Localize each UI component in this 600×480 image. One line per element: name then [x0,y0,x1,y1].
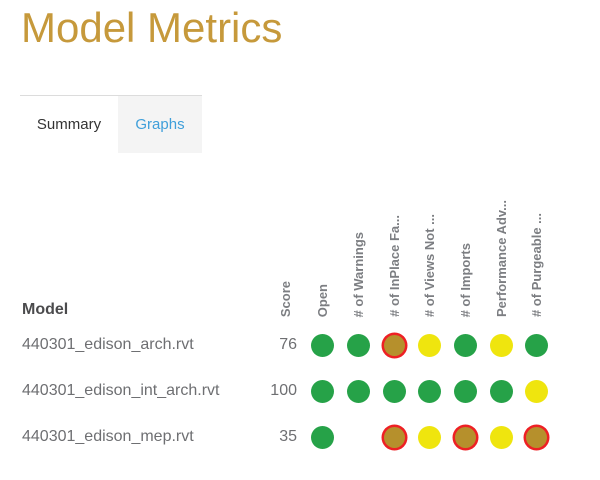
dot-cell [483,368,519,414]
score-column-header: Score [265,180,305,322]
status-dot-good [311,379,335,403]
score-value: 100 [270,382,297,399]
metric-column-header: # of Views Not ... [412,180,448,322]
metric-column-header-label-0: Open [315,283,331,317]
status-dot-warning [455,426,477,448]
status-dot-warning [383,426,405,448]
tab-graphs[interactable]: Graphs [118,96,202,153]
status-dot-warning [526,426,548,448]
status-dot-good [347,333,371,357]
metric-column-header: # of Warnings [341,180,377,322]
metric-column-header-label-5: Performance Adv... [493,199,509,317]
dot-cell [519,322,555,368]
status-dot-caution [489,333,513,357]
status-dot-good [454,333,478,357]
dot-cell [483,414,519,460]
model-metrics-table: Model Score Open # of Warnings # of InPlace … [22,180,555,460]
status-dot-good [347,379,371,403]
status-dot-good [311,425,335,449]
status-dot-good [418,379,442,403]
dot-cell [341,322,377,368]
dot-cell [519,414,555,460]
dot-cell [412,368,448,414]
dot-cell [305,368,341,414]
dot-cell [376,368,412,414]
metric-column-header: Performance Adv... [483,180,519,322]
status-dot-good [382,379,406,403]
tab-bar: Summary Graphs [20,95,202,153]
metric-column-header-label-4: # of Imports [458,242,474,317]
status-dot-caution [489,425,513,449]
score-column-header-label: Score [277,280,293,317]
score-value: 76 [279,336,297,353]
metric-column-header-label-1: # of Warnings [351,231,367,317]
tab-summary[interactable]: Summary [20,96,118,153]
metric-column-header: # of Imports [448,180,484,322]
dot-cell [448,414,484,460]
metric-column-header-label-3: # of Views Not ... [422,213,438,317]
status-dot-good [454,379,478,403]
score-value: 35 [279,428,297,445]
dot-cell [376,414,412,460]
dot-cell [448,368,484,414]
status-dot-good [311,333,335,357]
status-dot-good [525,333,549,357]
dot-cell [305,322,341,368]
status-dot-caution [525,379,549,403]
model-column-header: Model [22,301,69,318]
model-name: 440301_edison_mep.rvt [22,428,194,445]
status-dot-warning [383,334,405,356]
page-title: Model Metrics [21,4,283,51]
dot-cell [305,414,341,460]
status-dot-caution [418,333,442,357]
metric-column-header: # of Purgeable ... [519,180,555,322]
metric-column-header: Open [305,180,341,322]
dot-cell [412,322,448,368]
dot-cell [376,322,412,368]
status-dot-good [489,379,513,403]
status-dot-caution [418,425,442,449]
dot-cell [519,368,555,414]
dot-cell [412,414,448,460]
dot-cell [483,322,519,368]
metric-column-header-label-6: # of Purgeable ... [529,212,545,317]
model-name: 440301_edison_arch.rvt [22,336,194,353]
model-name: 440301_edison_int_arch.rvt [22,382,220,399]
dot-cell [341,414,377,460]
dot-cell [448,322,484,368]
metric-column-header-label-2: # of InPlace Fa... [386,215,402,317]
metric-column-header: # of InPlace Fa... [376,180,412,322]
dot-cell [341,368,377,414]
